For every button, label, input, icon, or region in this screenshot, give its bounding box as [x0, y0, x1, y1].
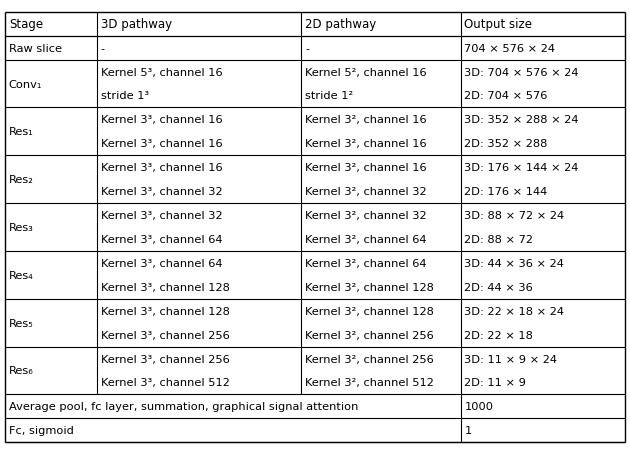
Text: Kernel 5², channel 16: Kernel 5², channel 16 [305, 67, 427, 77]
Text: Kernel 3³, channel 128: Kernel 3³, channel 128 [101, 282, 229, 292]
Text: 3D: 11 × 9 × 24: 3D: 11 × 9 × 24 [464, 354, 558, 364]
Text: 2D: 11 × 9: 2D: 11 × 9 [464, 378, 526, 388]
Text: Res₃: Res₃ [9, 222, 33, 233]
Text: Kernel 3², channel 32: Kernel 3², channel 32 [305, 187, 427, 197]
Text: Kernel 3³, channel 32: Kernel 3³, channel 32 [101, 187, 222, 197]
Text: Kernel 3³, channel 512: Kernel 3³, channel 512 [101, 378, 229, 388]
Text: 2D: 704 × 576: 2D: 704 × 576 [464, 91, 548, 101]
Text: 2D: 352 × 288: 2D: 352 × 288 [464, 139, 548, 149]
Text: 2D: 88 × 72: 2D: 88 × 72 [464, 234, 534, 244]
Text: Res₅: Res₅ [9, 318, 33, 328]
Text: 3D: 352 × 288 × 24: 3D: 352 × 288 × 24 [464, 115, 579, 125]
Text: Kernel 3², channel 16: Kernel 3², channel 16 [305, 163, 427, 173]
Text: 2D: 22 × 18: 2D: 22 × 18 [464, 330, 534, 340]
Text: Kernel 3³, channel 128: Kernel 3³, channel 128 [101, 306, 229, 316]
Text: stride 1²: stride 1² [305, 91, 353, 101]
Text: stride 1³: stride 1³ [101, 91, 149, 101]
Text: Kernel 3², channel 32: Kernel 3², channel 32 [305, 211, 427, 221]
Text: Res₁: Res₁ [9, 127, 33, 137]
Text: Res₆: Res₆ [9, 366, 33, 376]
Text: Kernel 3³, channel 32: Kernel 3³, channel 32 [101, 211, 222, 221]
Text: Kernel 3², channel 16: Kernel 3², channel 16 [305, 139, 427, 149]
Text: -: - [305, 44, 309, 54]
Text: Kernel 3³, channel 16: Kernel 3³, channel 16 [101, 115, 222, 125]
Text: 1: 1 [464, 425, 472, 435]
Text: Kernel 5³, channel 16: Kernel 5³, channel 16 [101, 67, 222, 77]
Text: Kernel 3², channel 16: Kernel 3², channel 16 [305, 115, 427, 125]
Text: 3D: 88 × 72 × 24: 3D: 88 × 72 × 24 [464, 211, 564, 221]
Text: Raw slice: Raw slice [9, 44, 62, 54]
Text: Kernel 3², channel 512: Kernel 3², channel 512 [305, 378, 434, 388]
Text: Kernel 3³, channel 16: Kernel 3³, channel 16 [101, 139, 222, 149]
Text: Kernel 3³, channel 256: Kernel 3³, channel 256 [101, 354, 229, 364]
Text: Res₄: Res₄ [9, 270, 33, 280]
Text: Kernel 3², channel 128: Kernel 3², channel 128 [305, 306, 434, 316]
Text: 3D: 22 × 18 × 24: 3D: 22 × 18 × 24 [464, 306, 564, 316]
Text: Kernel 3³, channel 16: Kernel 3³, channel 16 [101, 163, 222, 173]
Text: 2D pathway: 2D pathway [305, 18, 376, 31]
Text: 1000: 1000 [464, 401, 493, 411]
Text: Kernel 3³, channel 64: Kernel 3³, channel 64 [101, 258, 222, 268]
Text: Average pool, fc layer, summation, graphical signal attention: Average pool, fc layer, summation, graph… [9, 401, 358, 411]
Text: Conv₁: Conv₁ [9, 79, 42, 89]
Text: Kernel 3², channel 256: Kernel 3², channel 256 [305, 330, 434, 340]
Text: Res₂: Res₂ [9, 175, 33, 185]
Text: Kernel 3², channel 256: Kernel 3², channel 256 [305, 354, 434, 364]
Text: Kernel 3², channel 64: Kernel 3², channel 64 [305, 258, 427, 268]
Text: 3D: 176 × 144 × 24: 3D: 176 × 144 × 24 [464, 163, 579, 173]
Text: Output size: Output size [464, 18, 532, 31]
Text: 3D: 704 × 576 × 24: 3D: 704 × 576 × 24 [464, 67, 579, 77]
Text: Kernel 3³, channel 256: Kernel 3³, channel 256 [101, 330, 229, 340]
Text: Kernel 3³, channel 64: Kernel 3³, channel 64 [101, 234, 222, 244]
Text: 3D pathway: 3D pathway [101, 18, 172, 31]
Text: Fc, sigmoid: Fc, sigmoid [9, 425, 74, 435]
Text: 2D: 176 × 144: 2D: 176 × 144 [464, 187, 547, 197]
Text: 3D: 44 × 36 × 24: 3D: 44 × 36 × 24 [464, 258, 564, 268]
Text: 2D: 44 × 36: 2D: 44 × 36 [464, 282, 533, 292]
Text: -: - [101, 44, 105, 54]
Text: Kernel 3², channel 64: Kernel 3², channel 64 [305, 234, 427, 244]
Text: 704 × 576 × 24: 704 × 576 × 24 [464, 44, 556, 54]
Text: Kernel 3², channel 128: Kernel 3², channel 128 [305, 282, 434, 292]
Text: Stage: Stage [9, 18, 43, 31]
